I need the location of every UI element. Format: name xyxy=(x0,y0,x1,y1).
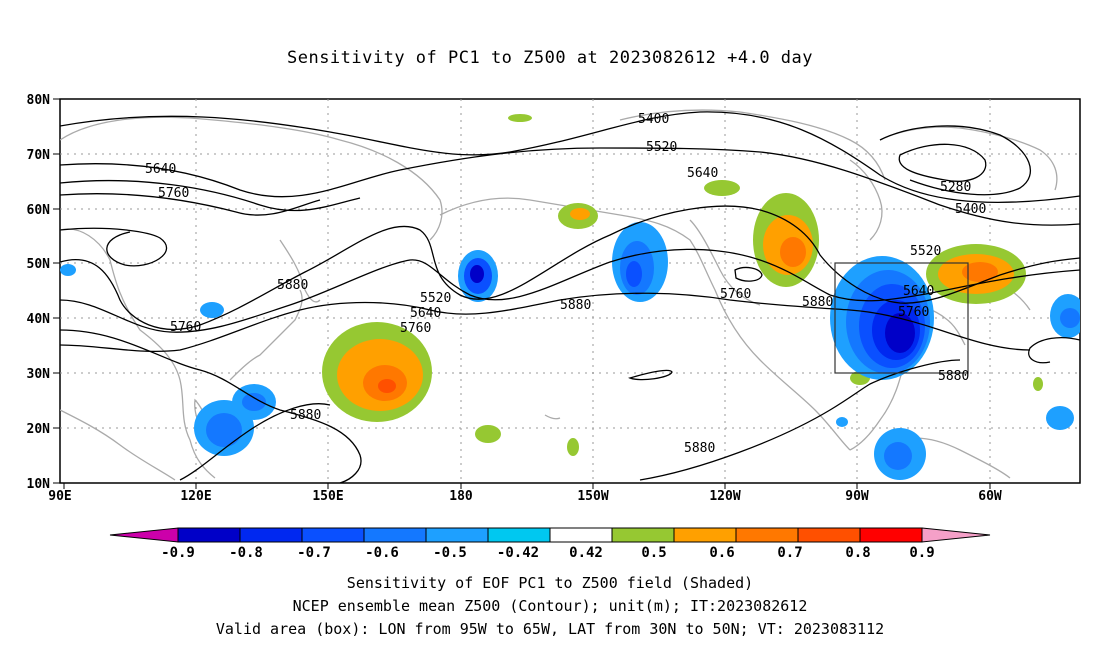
contour-label: 5880 xyxy=(290,408,321,423)
lat-tick-label: 10N xyxy=(27,477,51,492)
lat-tick-label: 40N xyxy=(27,312,51,327)
coastlines xyxy=(60,109,1058,481)
colorbar-label: -0.7 xyxy=(297,545,331,561)
lat-axis: 80N 70N 60N 50N 40N 30N 20N 10N xyxy=(27,93,60,492)
contour-label: 5640 xyxy=(903,284,934,299)
contour-label: 5520 xyxy=(910,244,941,259)
lon-tick-label: 90E xyxy=(48,489,71,504)
lon-tick-label: 120W xyxy=(709,489,740,504)
lon-tick-label: 150E xyxy=(312,489,343,504)
lon-tick-label: 150W xyxy=(577,489,608,504)
colorbar-label: -0.5 xyxy=(433,545,467,561)
contour-label: 5760 xyxy=(158,186,189,201)
contour-label: 5400 xyxy=(955,202,986,217)
contour-label: 5640 xyxy=(687,166,718,181)
footer-line-3: Valid area (box): LON from 95W to 65W, L… xyxy=(215,620,885,638)
colorbar-cell xyxy=(425,527,489,543)
contour-label: 5760 xyxy=(720,287,751,302)
footer-line-1: Sensitivity of EOF PC1 to Z500 field (Sh… xyxy=(346,574,754,592)
lat-tick-label: 80N xyxy=(27,93,51,108)
colorbar-cell xyxy=(301,527,365,543)
contour-label-layer: 5400 5280 5400 5520 5640 5760 5640 5760 … xyxy=(145,112,986,456)
colorbar-label: 0.7 xyxy=(777,545,802,561)
lon-tick-label: 90W xyxy=(845,489,869,504)
colorbar-label: -0.6 xyxy=(365,545,399,561)
footer-line-2: NCEP ensemble mean Z500 (Contour); unit(… xyxy=(292,597,808,615)
contour-label: 5280 xyxy=(940,180,971,195)
contour-label: 5880 xyxy=(560,298,591,313)
colorbar-label: -0.9 xyxy=(161,545,195,561)
contour-label: 5880 xyxy=(802,295,833,310)
validation-box xyxy=(834,262,969,374)
colorbar-cell xyxy=(611,527,675,543)
contour-label: 5880 xyxy=(938,369,969,384)
contour-label: 5880 xyxy=(684,441,715,456)
colorbar-cell xyxy=(239,527,303,543)
colorbar-label: -0.8 xyxy=(229,545,263,561)
colorbar-max-triangle xyxy=(921,527,991,543)
colorbar-label: 0.5 xyxy=(641,545,666,561)
sensitivity-shading xyxy=(60,114,1080,480)
colorbar-cell xyxy=(797,527,861,543)
contour-label: 5760 xyxy=(898,305,929,320)
lat-tick-label: 50N xyxy=(27,257,51,272)
lon-tick-label: 120E xyxy=(180,489,211,504)
colorbar-cell xyxy=(177,527,241,543)
colorbar-cell xyxy=(549,527,613,543)
contour-label: 5520 xyxy=(420,291,451,306)
colorbar-label: 0.6 xyxy=(709,545,734,561)
z500-contours xyxy=(60,111,1080,483)
colorbar-cell xyxy=(735,527,799,543)
lon-tick-label: 180 xyxy=(449,489,473,504)
colorbar-cell xyxy=(673,527,737,543)
lon-tick-label: 60W xyxy=(978,489,1002,504)
lat-tick-label: 20N xyxy=(27,422,51,437)
contour-label: 5400 xyxy=(638,112,669,127)
colorbar-cell xyxy=(859,527,923,543)
contour-label: 5640 xyxy=(145,162,176,177)
colorbar-label: 0.9 xyxy=(909,545,934,561)
contour-label: 5640 xyxy=(410,306,441,321)
contour-label: 5760 xyxy=(400,321,431,336)
colorbar-cell xyxy=(487,527,551,543)
lat-tick-label: 30N xyxy=(27,367,51,382)
contour-label: 5760 xyxy=(170,320,201,335)
lat-tick-label: 70N xyxy=(27,148,51,163)
colorbar-cell xyxy=(363,527,427,543)
contour-label: 5520 xyxy=(646,140,677,155)
lat-tick-label: 60N xyxy=(27,203,51,218)
colorbar-min-triangle xyxy=(109,527,179,543)
lon-axis: 90E 120E 150E 180 150W 120W 90W 60W xyxy=(48,483,1002,504)
plot-title: Sensitivity of PC1 to Z500 at 2023082612… xyxy=(286,48,813,68)
colorbar-label: -0.42 xyxy=(497,545,539,561)
colorbar-label: 0.42 xyxy=(569,545,603,561)
colorbar: -0.9 -0.8 -0.7 -0.6 -0.5 -0.42 0.42 0.5 … xyxy=(109,527,991,561)
colorbar-label: 0.8 xyxy=(845,545,870,561)
contour-label: 5880 xyxy=(277,278,308,293)
